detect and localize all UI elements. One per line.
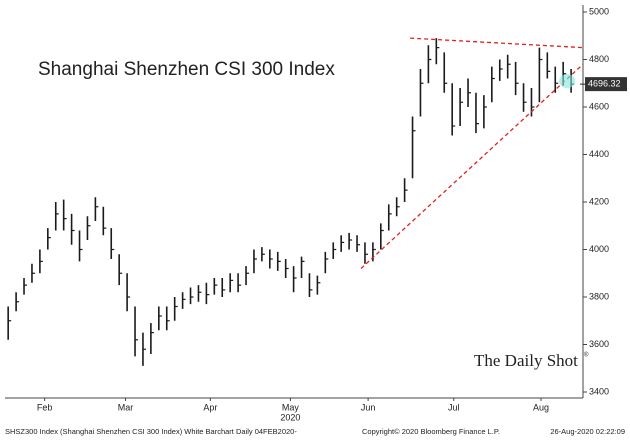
- y-tick-label: 4400: [589, 149, 609, 159]
- x-tick-label: Jul: [448, 402, 460, 412]
- y-tick-label: 4600: [589, 101, 609, 111]
- watermark: The Daily Shot: [474, 351, 578, 370]
- y-tick-label: 5000: [589, 6, 609, 16]
- x-tick-label: Feb: [37, 402, 53, 412]
- registered-mark: ®: [584, 352, 589, 359]
- year-label: 2020: [280, 412, 300, 422]
- y-tick-label: 3800: [589, 291, 609, 301]
- y-tick-label: 4200: [589, 196, 609, 206]
- footer-mid: Copyright© 2020 Bloomberg Finance L.P.: [362, 427, 500, 436]
- footer-left: SHSZ300 Index (Shanghai Shenzhen CSI 300…: [5, 427, 297, 436]
- y-tick-label: 3600: [589, 339, 609, 349]
- x-tick-label: Jun: [361, 402, 376, 412]
- footer-right: 26-Aug-2020 02:22:09: [550, 427, 625, 436]
- last-value-label: 4696.32: [588, 78, 621, 88]
- y-tick-label: 4800: [589, 54, 609, 64]
- chart-title: Shanghai Shenzhen CSI 300 Index: [38, 59, 335, 80]
- x-tick-label: Mar: [118, 402, 134, 412]
- x-tick-label: Aug: [533, 402, 549, 412]
- last-highlight: [559, 74, 576, 89]
- y-tick-label: 3400: [589, 386, 609, 396]
- trendline: [360, 63, 584, 269]
- last-value-box: [585, 77, 627, 92]
- trendline: [410, 37, 584, 49]
- y-tick-label: 4000: [589, 244, 609, 254]
- x-tick-label: Apr: [203, 402, 217, 412]
- x-tick-label: May: [282, 402, 300, 412]
